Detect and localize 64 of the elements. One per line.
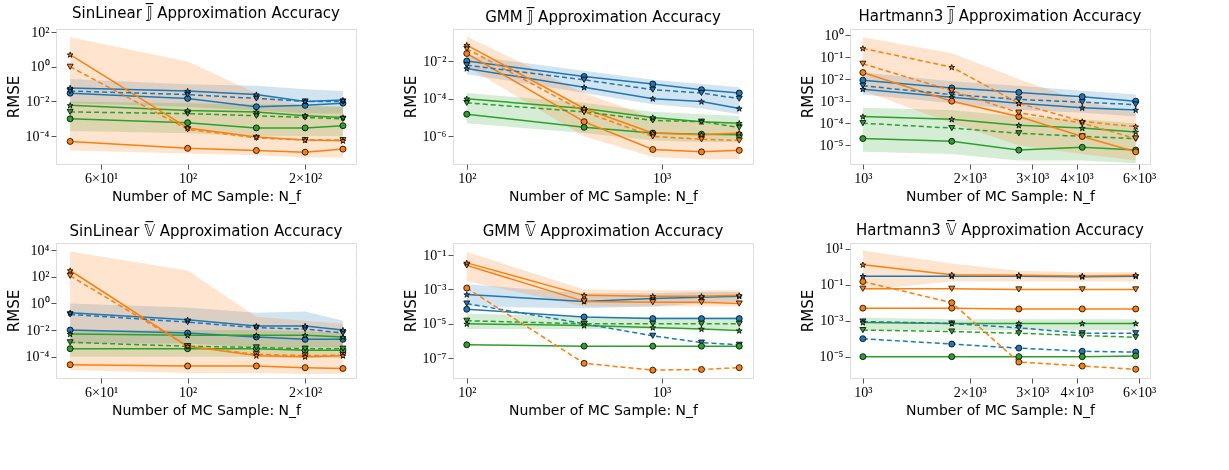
x-tick-label: 10² <box>458 170 477 186</box>
y-tick-label: 10⁻⁶ <box>422 128 447 144</box>
y-tick-label: 10⁻⁵ <box>819 349 844 365</box>
x-tick-label: 2×10³ <box>953 384 987 400</box>
y-tick-label: 10¹ <box>825 241 844 257</box>
y-tick-label: 10⁻² <box>26 322 50 338</box>
x-tick-label: 10³ <box>653 170 672 186</box>
x-tick-label: 10² <box>179 384 198 400</box>
y-tick-label: 10⁰ <box>30 59 50 75</box>
y-tick-label: 10⁻¹ <box>423 247 447 263</box>
x-tick-label: 10² <box>179 170 198 186</box>
y-tick-label: 10⁻³ <box>820 313 844 329</box>
y-tick-label: 10⁰ <box>30 295 50 311</box>
y-axis-title: RMSE <box>798 289 817 333</box>
y-tick-label: 10⁻² <box>820 71 844 87</box>
y-tick-label: 10⁻¹ <box>820 49 844 65</box>
x-tick-label: 4×10³ <box>1060 170 1094 186</box>
y-tick-label: 10⁴ <box>30 242 50 258</box>
chart-title: SinLinear 𝕍̅ Approximation Accuracy <box>69 221 343 240</box>
y-tick-label: 10⁻² <box>423 53 447 69</box>
y-tick-label: 10⁻¹ <box>820 277 844 293</box>
y-tick-label: 10⁻⁵ <box>422 316 447 332</box>
x-tick-label: 6×10¹ <box>84 384 119 400</box>
y-tick-label: 10⁻⁷ <box>422 350 447 366</box>
chart-title: Hartmann3 𝕍̅ Approximation Accuracy <box>856 220 1145 239</box>
x-tick-label: 2×10² <box>289 170 323 186</box>
y-tick-label: 10² <box>31 269 50 285</box>
x-tick-label: 4×10³ <box>1060 384 1094 400</box>
x-axis-title: Number of MC Sample: N_f <box>906 401 1097 418</box>
y-tick-label: 10⁻⁴ <box>25 128 50 144</box>
chart-title: SinLinear 𝕁̅ Approximation Accuracy <box>72 3 341 23</box>
x-axis-title: Number of MC Sample: N_f <box>112 187 303 204</box>
x-tick-label: 3×10³ <box>1016 170 1050 186</box>
x-tick-label: 10³ <box>653 384 672 400</box>
y-axis-title: RMSE <box>4 75 23 119</box>
y-tick-label: 10⁻⁵ <box>819 137 844 153</box>
x-axis-title: Number of MC Sample: N_f <box>906 187 1097 204</box>
x-tick-label: 2×10³ <box>953 170 987 186</box>
y-tick-label: 10⁻⁴ <box>422 91 447 107</box>
x-tick-label: 6×10³ <box>1123 384 1157 400</box>
x-tick-label: 2×10² <box>289 384 323 400</box>
x-tick-label: 10² <box>458 384 477 400</box>
y-tick-label: 10⁰ <box>824 27 844 43</box>
y-tick-label: 10⁻⁴ <box>819 115 844 131</box>
y-tick-label: 10⁻³ <box>820 93 844 109</box>
chart-title: Hartmann3 𝕁̅ Approximation Accuracy <box>858 6 1142 26</box>
x-tick-label: 6×10³ <box>1123 170 1157 186</box>
y-tick-label: 10⁻⁴ <box>25 349 50 365</box>
x-tick-label: 6×10¹ <box>84 170 119 186</box>
y-axis-title: RMSE <box>4 289 23 333</box>
x-axis-title: Number of MC Sample: N_f <box>509 401 700 418</box>
y-axis-title: RMSE <box>798 75 817 119</box>
x-axis-title: Number of MC Sample: N_f <box>112 401 303 418</box>
y-axis-title: RMSE <box>401 289 420 333</box>
x-tick-label: 10³ <box>854 170 873 186</box>
chart-title: GMM 𝕁̅ Approximation Accuracy <box>485 7 721 26</box>
y-axis-title: RMSE <box>401 75 420 119</box>
chart-title: GMM 𝕍̅ Approximation Accuracy <box>482 221 724 240</box>
y-tick-label: 10⁻² <box>26 93 50 109</box>
y-tick-label: 10² <box>31 24 50 40</box>
x-tick-label: 10³ <box>854 384 873 400</box>
x-axis-title: Number of MC Sample: N_f <box>509 187 700 204</box>
y-tick-label: 10⁻³ <box>423 281 447 297</box>
x-tick-label: 3×10³ <box>1016 384 1050 400</box>
